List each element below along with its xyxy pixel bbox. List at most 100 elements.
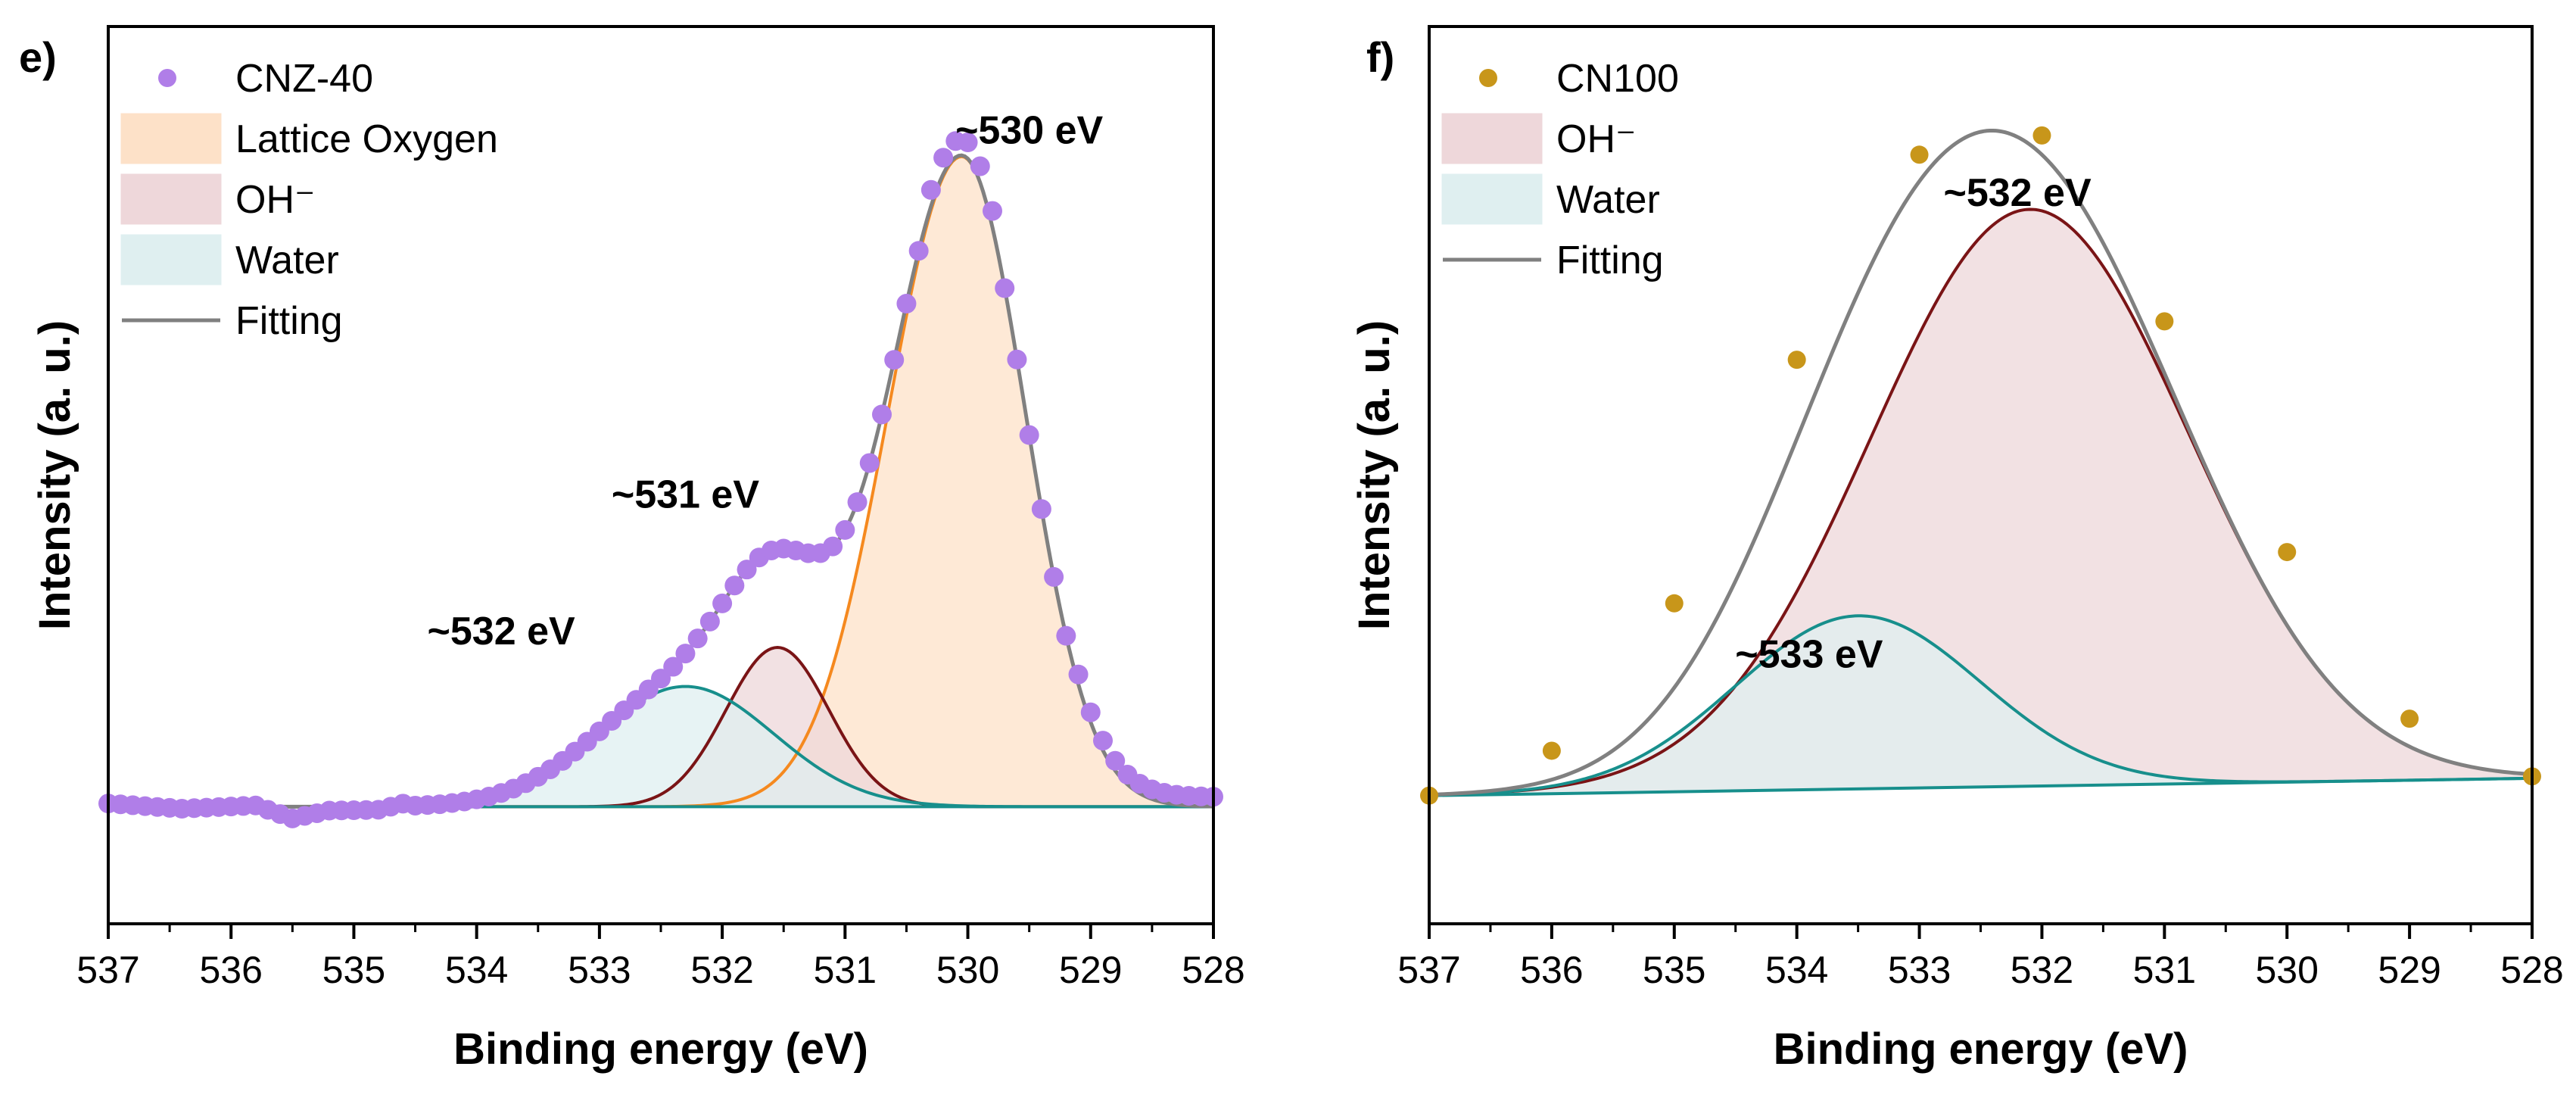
data-point xyxy=(1787,351,1806,370)
data-point xyxy=(995,278,1015,298)
component-fill-0 xyxy=(108,156,1213,807)
data-point xyxy=(1031,499,1051,519)
baseline-line xyxy=(1429,776,2532,797)
data-point xyxy=(1007,349,1027,370)
legend-label: CN100 xyxy=(1556,57,1679,101)
legend-label: OH⁻ xyxy=(1556,117,1636,161)
data-point xyxy=(2032,126,2051,145)
panel-label: f) xyxy=(1366,33,1394,81)
x-tick-label: 529 xyxy=(2378,949,2441,991)
data-point xyxy=(1665,594,1684,613)
legend-swatch xyxy=(1441,113,1543,164)
component-fill-2 xyxy=(108,686,1213,807)
x-tick-label: 535 xyxy=(1643,949,1705,991)
x-tick-label: 534 xyxy=(445,949,508,991)
fitting-line xyxy=(1429,128,2532,797)
x-axis-title: Binding energy (eV) xyxy=(453,1024,868,1074)
data-point xyxy=(847,492,867,513)
x-tick-label: 533 xyxy=(568,949,631,991)
data-point xyxy=(699,611,720,632)
peak-annotation: ~532 eV xyxy=(1943,171,2091,215)
x-tick-label: 529 xyxy=(1059,949,1122,991)
legend-label: Water xyxy=(1556,178,1660,222)
data-point xyxy=(884,350,905,370)
legend-label: Fitting xyxy=(235,299,343,343)
data-point xyxy=(983,201,1002,221)
data-point xyxy=(737,560,757,580)
data-point xyxy=(823,536,843,557)
legend-entry: Water xyxy=(120,234,339,285)
x-axis: 537 536 535 534 533 532 531 530 529 528 xyxy=(76,924,1245,991)
peak-annotation: ~531 eV xyxy=(612,472,759,516)
data-point xyxy=(970,156,990,176)
legend-entry: OH⁻ xyxy=(120,173,315,225)
data-point xyxy=(2278,543,2297,562)
panel-e: 537 536 535 534 533 532 531 530 529 528 Binding en… xyxy=(19,25,1245,1074)
legend-swatch xyxy=(120,234,222,285)
data-point xyxy=(1105,750,1126,771)
legend-entry: OH⁻ xyxy=(1441,113,1636,164)
y-axis-title: Intensity (a. u.) xyxy=(30,320,79,630)
legend-entry: Fitting xyxy=(1443,239,1664,282)
x-tick-label: 530 xyxy=(936,949,999,991)
legend-entry: Lattice Oxygen xyxy=(120,113,498,164)
peak-annotation: ~533 eV xyxy=(1735,632,1883,676)
x-tick-label: 534 xyxy=(1765,949,1828,991)
plot-area xyxy=(1429,128,2532,797)
x-axis-title: Binding energy (eV) xyxy=(1774,1024,2188,1074)
data-point xyxy=(1019,425,1039,445)
data-point xyxy=(2155,312,2174,331)
panel-f: 537 536 535 534 533 532 531 530 529 528 Binding en… xyxy=(1350,25,2564,1074)
data-point xyxy=(1068,664,1089,685)
legend-swatch xyxy=(120,113,222,164)
data-point xyxy=(1056,625,1076,646)
measured-points xyxy=(98,131,1223,828)
x-tick-label: 528 xyxy=(1182,949,1244,991)
x-tick-label: 528 xyxy=(2500,949,2563,991)
legend-entry: Fitting xyxy=(122,299,343,343)
data-point xyxy=(1080,702,1101,722)
data-point xyxy=(958,133,978,153)
x-tick-label: 531 xyxy=(2133,949,2196,991)
legend-label: Fitting xyxy=(1556,239,1664,282)
legend-entry: Water xyxy=(1441,173,1660,225)
legend-entry: CN100 xyxy=(1479,57,1679,101)
panel-label: e) xyxy=(19,33,57,81)
legend-label: Water xyxy=(235,239,339,282)
x-axis: 537 536 535 534 533 532 531 530 529 528 xyxy=(1397,924,2564,991)
data-point xyxy=(933,148,954,168)
x-tick-label: 530 xyxy=(2256,949,2319,991)
legend: CNZ-40 Lattice Oxygen OH⁻ Water Fitting xyxy=(120,57,498,343)
data-point xyxy=(920,179,941,200)
data-point xyxy=(663,656,684,677)
x-tick-label: 537 xyxy=(76,949,139,991)
data-point xyxy=(1044,566,1064,587)
data-point xyxy=(712,593,733,613)
legend-label: Lattice Oxygen xyxy=(235,117,498,161)
x-tick-label: 535 xyxy=(322,949,385,991)
x-tick-label: 533 xyxy=(1888,949,1951,991)
legend-label: CNZ-40 xyxy=(235,57,373,101)
legend-swatch xyxy=(1441,173,1543,225)
peak-annotation: ~532 eV xyxy=(428,610,575,653)
data-point xyxy=(2400,709,2419,728)
data-point xyxy=(1093,731,1113,751)
data-point xyxy=(896,294,917,314)
x-tick-label: 532 xyxy=(2011,949,2073,991)
peak-annotation: ~530 eV xyxy=(955,109,1103,153)
data-point xyxy=(1542,741,1561,760)
component-fill-1 xyxy=(1429,616,2532,796)
legend: CN100 OH⁻ Water Fitting xyxy=(1441,57,1679,282)
data-point xyxy=(651,669,671,689)
x-tick-label: 532 xyxy=(690,949,753,991)
x-tick-label: 531 xyxy=(814,949,877,991)
data-point xyxy=(724,575,745,596)
data-point xyxy=(908,241,929,261)
component-fill-0 xyxy=(1429,209,2532,796)
data-point xyxy=(687,628,708,649)
data-point xyxy=(675,644,696,664)
x-tick-label: 536 xyxy=(200,949,263,991)
data-point xyxy=(835,519,855,540)
legend-swatch xyxy=(120,173,222,225)
